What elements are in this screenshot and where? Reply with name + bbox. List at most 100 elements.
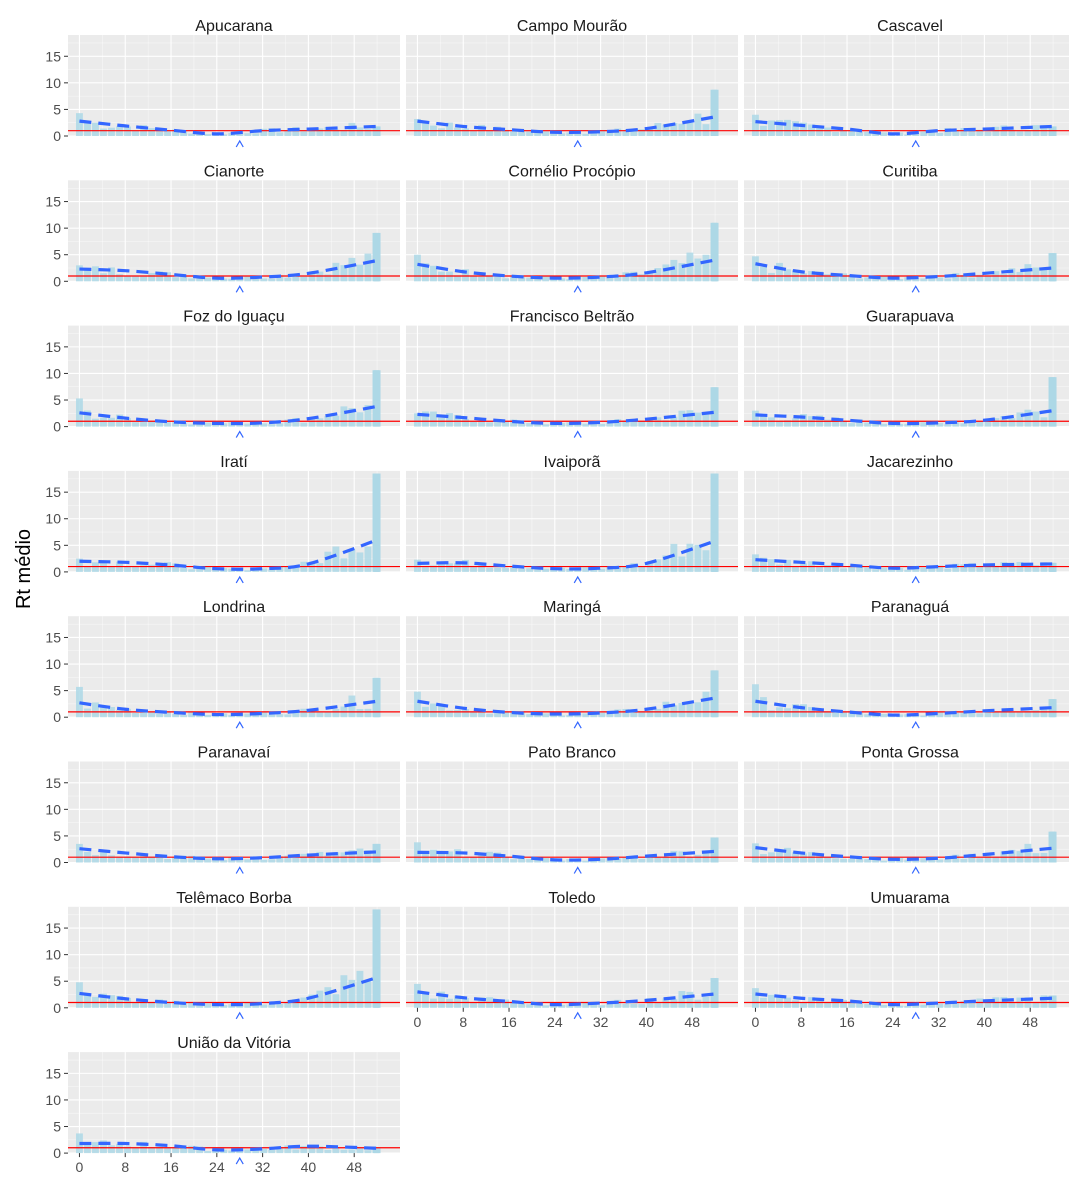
rt-bar (832, 709, 840, 718)
rt-bar (1000, 711, 1008, 718)
rt-bar (116, 414, 123, 427)
caret-marker (573, 575, 582, 584)
rt-bar (1016, 711, 1024, 718)
rt-bar (864, 131, 872, 136)
rt-bar (792, 566, 799, 572)
caret-marker (235, 866, 244, 874)
rt-bar (960, 858, 968, 863)
rt-bar (116, 1143, 123, 1154)
rt-bar (784, 269, 791, 282)
rt-bar (936, 277, 944, 282)
rt-bar (702, 254, 710, 282)
y-tick-label: 0 (53, 1000, 61, 1016)
rt-bar (1024, 564, 1032, 572)
rt-bar (510, 275, 518, 282)
rt-bar (430, 849, 437, 863)
rt-bar (148, 420, 156, 427)
rt-bar (172, 856, 180, 863)
rt-bar (824, 856, 832, 863)
rt-bar (284, 1002, 292, 1008)
rt-bar (944, 128, 952, 136)
rt-bar (752, 843, 759, 863)
rt-bar (936, 1003, 944, 1008)
rt-bar (784, 559, 791, 572)
rt-bar (244, 713, 252, 718)
rt-bar (502, 129, 510, 136)
rt-bar (542, 276, 550, 282)
rt-bar (252, 1148, 260, 1154)
rt-bar (300, 1146, 308, 1154)
rt-bar (494, 276, 502, 282)
rt-bar (534, 277, 542, 282)
rt-bar (478, 710, 485, 718)
rt-bar (686, 703, 694, 718)
rt-bar (308, 994, 316, 1008)
panel-background (406, 325, 738, 427)
rt-bar (558, 715, 566, 718)
rt-bar (518, 277, 526, 282)
rt-bar (976, 421, 984, 427)
rt-bar (140, 854, 147, 863)
caret-marker (911, 430, 920, 438)
rt-bar (430, 703, 437, 718)
rt-bar (228, 715, 236, 718)
rt-bar (976, 998, 984, 1008)
rt-bar (252, 133, 260, 136)
rt-bar (180, 715, 188, 718)
rt-bar (630, 130, 638, 136)
rt-bar (340, 130, 348, 136)
rt-bar (244, 423, 252, 427)
y-tick-label: 15 (45, 48, 61, 64)
rt-bar (364, 129, 372, 136)
rt-bar (260, 128, 268, 136)
rt-bar (260, 859, 268, 863)
rt-bar (694, 258, 702, 282)
rt-bar (316, 418, 324, 427)
rt-bar (824, 274, 832, 282)
rt-bar (446, 563, 453, 572)
x-tick-label: 32 (931, 1014, 947, 1030)
rt-bar (332, 709, 340, 718)
rt-bar (1032, 710, 1040, 718)
rt-bar (108, 417, 115, 427)
rt-bar (284, 277, 292, 282)
rt-bar (478, 565, 485, 572)
rt-bar (332, 994, 340, 1008)
caret-marker (235, 139, 244, 148)
x-tick-label: 48 (346, 1159, 362, 1175)
rt-bar (590, 277, 598, 282)
rt-bar (148, 712, 156, 718)
rt-bar (438, 417, 445, 427)
caret-marker (235, 285, 244, 293)
rt-bar (108, 855, 115, 863)
rt-bar (542, 424, 550, 427)
rt-bar (454, 127, 461, 136)
rt-bar (1016, 271, 1024, 282)
rt-bar (768, 417, 775, 427)
rt-bar (148, 564, 156, 572)
rt-bar-last (1049, 377, 1057, 427)
rt-bar (356, 412, 364, 427)
rt-bar (904, 423, 912, 427)
rt-bar (180, 423, 188, 427)
panel-uni-o-da-vit-ria: União da Vitória 0 5 10 15 0 8 16 24 32 40 48 (45, 1035, 400, 1175)
rt-bar (848, 274, 856, 282)
y-tick-label: 15 (45, 920, 61, 936)
panel-guarapuava: Guarapuava (744, 309, 1069, 438)
panel-title: Francisco Beltrão (510, 309, 635, 326)
rt-bar (936, 711, 944, 718)
rt-bar (132, 1002, 139, 1008)
rt-bar (518, 1001, 526, 1008)
panel-background (406, 470, 738, 572)
rt-bar (212, 715, 220, 718)
rt-bar (936, 565, 944, 572)
rt-bar (470, 712, 477, 718)
trend-line (755, 558, 1054, 570)
rt-bar (292, 566, 300, 572)
rt-bar (140, 422, 147, 427)
rt-bar (486, 567, 494, 572)
caret-marker (235, 430, 244, 438)
rt-bar (164, 1001, 172, 1008)
rt-bar (180, 130, 188, 136)
rt-bar (840, 999, 848, 1008)
